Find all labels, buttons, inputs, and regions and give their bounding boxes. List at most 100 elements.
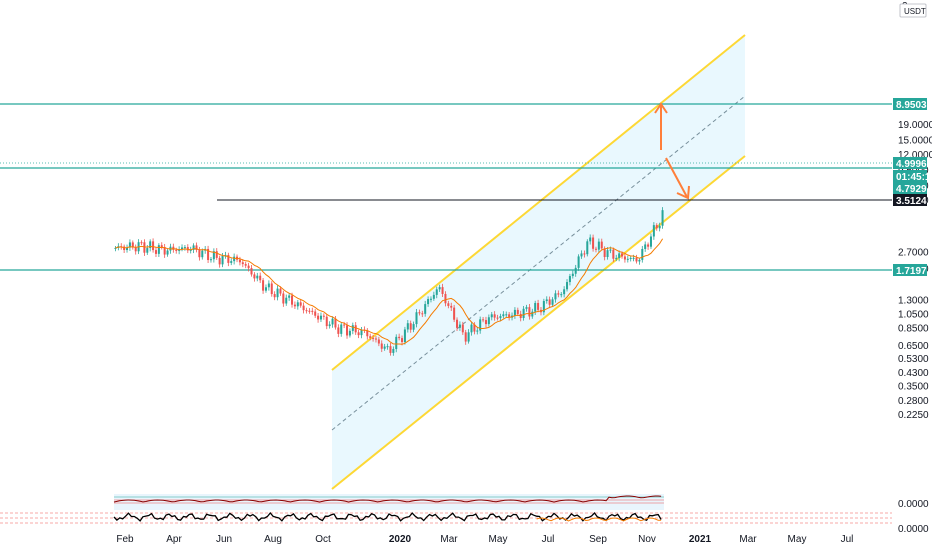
candle-body	[618, 253, 621, 258]
candle-body	[621, 253, 624, 257]
candle-body	[597, 241, 600, 250]
candle-body	[383, 346, 386, 349]
candle-body	[528, 307, 531, 317]
time-axis-label: 2021	[689, 534, 712, 545]
indicator-pane-2[interactable]	[0, 511, 892, 524]
candle-body	[583, 253, 586, 255]
candle-body	[592, 237, 595, 249]
price-tag[interactable]: 4.7929	[893, 182, 927, 195]
candle-body	[649, 236, 652, 247]
indicator-axis-label: 0.0000	[898, 524, 929, 535]
time-axis-label: May	[489, 534, 508, 545]
candle-body	[181, 247, 184, 250]
price-tag-label: 4.9996	[896, 159, 927, 170]
time-axis-label: Jul	[542, 534, 555, 545]
channel-upper-line[interactable]	[331, 34, 746, 371]
price-axis-label: 15.0000	[898, 135, 932, 146]
candle-body	[560, 294, 563, 296]
candle-body	[458, 324, 461, 328]
candle-body	[531, 311, 534, 317]
candle-body	[209, 259, 212, 261]
candle-body	[195, 245, 198, 251]
indicator-pane-1[interactable]	[113, 494, 664, 510]
candle-body	[467, 332, 470, 342]
candle-body	[655, 225, 658, 229]
candle-body	[409, 323, 412, 330]
channel-lower-line[interactable]	[331, 155, 746, 490]
candle-body	[545, 299, 548, 302]
candle-body	[325, 316, 328, 327]
price-tag[interactable]: 01:45:16	[893, 170, 932, 183]
price-tag[interactable]: 3.5124	[893, 194, 927, 207]
price-axis-label: 2.7000	[898, 248, 929, 259]
candle-body	[351, 325, 354, 331]
candle-body	[577, 256, 580, 268]
candle-body	[198, 250, 201, 258]
candle-body	[484, 320, 487, 325]
candle-body	[262, 280, 265, 291]
candle-body	[647, 244, 650, 247]
candle-body	[522, 308, 525, 319]
candle-body	[360, 329, 363, 336]
candle-body	[456, 319, 459, 328]
candle-body	[542, 301, 545, 313]
candlestick-series[interactable]	[114, 207, 664, 356]
price-tag[interactable]: 8.9503	[893, 98, 927, 111]
candle-body	[131, 242, 134, 248]
candle-body	[473, 324, 476, 332]
candle-body	[429, 298, 432, 300]
candle-body	[447, 303, 450, 306]
candle-body	[548, 299, 551, 305]
time-axis[interactable]: Feb Apr Jun Aug Oct 2020 Mar May Jul Sep Nov 2021 Ma…	[116, 534, 853, 545]
candle-body	[386, 346, 389, 348]
candle-body	[273, 294, 276, 298]
candle-body	[328, 324, 331, 327]
candle-body	[412, 324, 415, 330]
candle-body	[140, 242, 143, 244]
candle-body	[354, 325, 357, 333]
arrow-down-icon	[665, 157, 690, 200]
candle-body	[505, 314, 508, 316]
channel-midline[interactable]	[331, 95, 746, 431]
candle-body	[632, 257, 635, 259]
candle-body	[635, 257, 638, 262]
price-tag[interactable]: 1.7197	[893, 264, 927, 277]
candle-body	[334, 318, 337, 328]
price-axis-label: 0.5300	[898, 354, 929, 365]
candle-body	[600, 241, 603, 249]
time-axis-label: Jun	[216, 534, 232, 545]
candle-body	[311, 310, 314, 312]
candle-body	[401, 338, 404, 343]
time-axis-label: May	[788, 534, 807, 545]
price-axis-label: 12.0000	[898, 150, 932, 161]
candle-body	[644, 244, 647, 249]
candle-body	[513, 309, 516, 316]
candle-body	[450, 305, 453, 308]
price-axis-label: 0.6500	[898, 341, 929, 352]
candle-body	[346, 325, 349, 336]
candle-body	[638, 259, 641, 262]
price-axis-label: 0.8500	[898, 323, 929, 334]
candle-body	[276, 288, 279, 298]
candle-body	[626, 258, 629, 260]
moving-average-line	[115, 238, 664, 345]
time-axis-label: Feb	[116, 534, 134, 545]
candle-body	[461, 324, 464, 333]
candle-body	[658, 225, 661, 229]
price-tag-label: 8.9503	[896, 100, 927, 111]
price-tag[interactable]: 4.9996	[893, 157, 927, 170]
candle-body	[308, 310, 311, 312]
time-axis-label: Oct	[315, 534, 331, 545]
candle-body	[623, 256, 626, 260]
candle-body	[348, 330, 351, 336]
candle-body	[293, 304, 296, 307]
time-axis-label: Sep	[589, 534, 607, 545]
candle-body	[435, 289, 438, 295]
price-tag-label: 01:45:16	[896, 172, 932, 183]
candle-body	[343, 324, 346, 326]
candle-body	[568, 276, 571, 283]
candle-body	[126, 247, 129, 251]
